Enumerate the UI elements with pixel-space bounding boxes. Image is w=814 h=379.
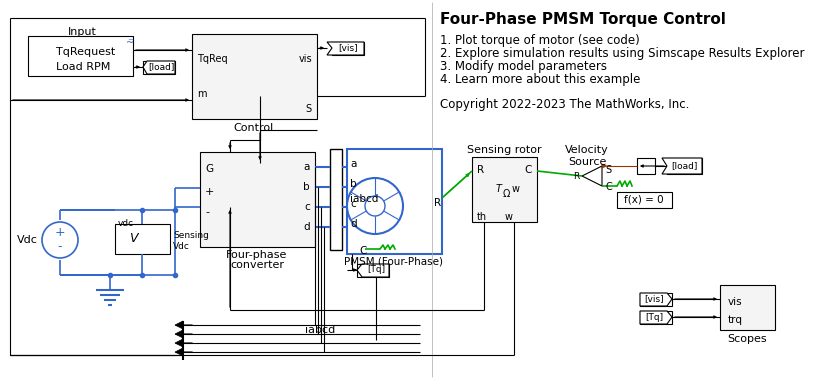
Text: [vis]: [vis] (644, 294, 663, 304)
Polygon shape (357, 264, 389, 277)
Text: a: a (304, 162, 310, 172)
Bar (192, 34, 317, 119)
Text: -: - (58, 241, 62, 254)
Text: Velocity
Source: Velocity Source (565, 145, 609, 167)
Text: converter: converter (230, 260, 284, 270)
Bar (640, 293, 672, 306)
Bar (347, 149, 442, 254)
Polygon shape (582, 166, 602, 186)
Text: R: R (434, 198, 441, 208)
Bar (472, 157, 537, 222)
Text: PMSM (Four-Phase): PMSM (Four-Phase) (344, 257, 444, 267)
Text: iabcd: iabcd (305, 325, 335, 335)
Text: 2. Explore simulation results using Simscape Results Explorer: 2. Explore simulation results using Sims… (440, 47, 804, 60)
Polygon shape (175, 348, 183, 356)
Text: V: V (129, 232, 138, 246)
Text: d: d (304, 222, 310, 232)
Text: Four-phase: Four-phase (226, 250, 287, 260)
Text: Ω: Ω (502, 189, 510, 199)
Text: c: c (304, 202, 310, 212)
Bar (667, 158, 702, 174)
Bar (617, 192, 672, 208)
Text: C: C (359, 246, 366, 256)
Text: Sensing: Sensing (173, 231, 209, 240)
Text: iabcd: iabcd (350, 194, 379, 204)
Text: Control: Control (234, 123, 274, 133)
Text: d: d (350, 219, 357, 229)
Text: [vis]: [vis] (338, 44, 358, 53)
Circle shape (347, 178, 403, 234)
Bar (330, 149, 342, 250)
Text: -: - (205, 207, 209, 217)
Text: [Tq]: [Tq] (645, 313, 663, 321)
Text: [load]: [load] (148, 63, 174, 72)
Text: vis: vis (728, 297, 742, 307)
Bar (640, 311, 672, 324)
Text: C: C (605, 182, 612, 192)
Text: vis: vis (299, 54, 312, 64)
Text: Vdc: Vdc (17, 235, 38, 245)
Text: C: C (525, 165, 532, 175)
Text: [Tq]: [Tq] (367, 266, 385, 274)
Text: trq: trq (728, 315, 743, 325)
Text: b: b (304, 182, 310, 192)
Text: Scopes: Scopes (727, 334, 767, 344)
Polygon shape (175, 339, 183, 347)
Text: R: R (573, 172, 579, 181)
Text: T: T (496, 184, 502, 194)
Text: [load]: [load] (671, 161, 697, 171)
Text: S: S (605, 165, 611, 175)
Text: th: th (477, 212, 487, 222)
Text: R: R (477, 165, 484, 175)
Bar (357, 264, 389, 277)
Text: 4. Learn more about this example: 4. Learn more about this example (440, 73, 641, 86)
Text: Input: Input (68, 27, 96, 37)
Bar (200, 152, 315, 247)
Polygon shape (143, 61, 175, 74)
Polygon shape (640, 293, 672, 306)
Bar (28, 36, 133, 76)
Text: f(x) = 0: f(x) = 0 (624, 195, 663, 205)
Text: +: + (55, 227, 65, 240)
Text: S: S (306, 104, 312, 114)
Polygon shape (327, 42, 364, 55)
Polygon shape (662, 158, 702, 174)
Text: w: w (505, 212, 513, 222)
Text: Sensing rotor: Sensing rotor (466, 145, 541, 155)
Text: c: c (350, 199, 356, 209)
Text: w: w (512, 184, 520, 194)
Circle shape (42, 222, 78, 258)
Text: TqRequest: TqRequest (56, 47, 116, 57)
Polygon shape (175, 330, 183, 338)
Bar (143, 61, 175, 74)
Text: m: m (197, 89, 207, 99)
Bar (637, 158, 655, 174)
Text: TqReq: TqReq (197, 54, 228, 64)
Text: 3. Modify model parameters: 3. Modify model parameters (440, 60, 607, 73)
Text: a: a (350, 159, 357, 169)
Text: G: G (205, 164, 213, 174)
Text: Four-Phase PMSM Torque Control: Four-Phase PMSM Torque Control (440, 12, 726, 27)
Bar (720, 285, 775, 330)
Text: b: b (350, 179, 357, 189)
Polygon shape (640, 311, 672, 324)
Text: vdc: vdc (118, 219, 134, 228)
Polygon shape (602, 164, 607, 168)
Bar (115, 224, 170, 254)
Text: ~: ~ (126, 38, 134, 48)
Text: ~: ~ (127, 37, 133, 43)
Text: 1. Plot torque of motor (see code): 1. Plot torque of motor (see code) (440, 34, 640, 47)
Text: Vdc: Vdc (173, 242, 190, 251)
Bar (332, 42, 364, 55)
Text: Load RPM: Load RPM (56, 62, 111, 72)
Text: Copyright 2022-2023 The MathWorks, Inc.: Copyright 2022-2023 The MathWorks, Inc. (440, 98, 689, 111)
Text: +: + (205, 187, 214, 197)
Circle shape (365, 196, 385, 216)
Polygon shape (175, 321, 183, 329)
